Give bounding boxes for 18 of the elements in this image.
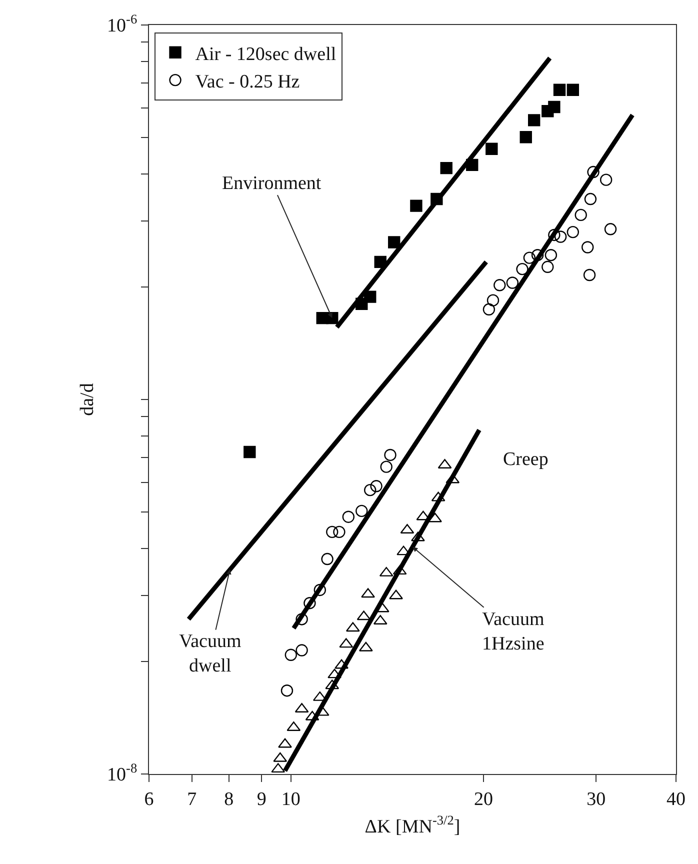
annotation: Vacuum 1Hzsine	[482, 609, 544, 655]
x-tick-label: 8	[224, 788, 234, 810]
x-tick-label: 20	[474, 788, 493, 810]
x-tick-label: 9	[256, 788, 266, 810]
annotation: Vacuum dwell	[179, 631, 242, 677]
legend-label: Vac - 0.25 Hz	[195, 71, 300, 92]
legend-label: Air - 120sec dwell	[195, 44, 336, 65]
y-tick-label: 10$^{-6}$	[107, 12, 138, 37]
x-tick-label: 6	[144, 788, 154, 810]
y-axis-title: da/d	[76, 382, 98, 416]
annotation: Environment	[222, 173, 322, 194]
x-tick-label: 30	[586, 788, 606, 810]
x-tick-label: 7	[187, 788, 197, 810]
x-tick-label: 10	[281, 788, 300, 810]
x-axis-title: ΔK [MN$^{-3/2}$]	[364, 812, 460, 838]
annotation: Creep	[503, 449, 548, 470]
y-tick-label: 10$^{-8}$	[107, 760, 138, 786]
x-tick-label: 40	[666, 788, 686, 810]
